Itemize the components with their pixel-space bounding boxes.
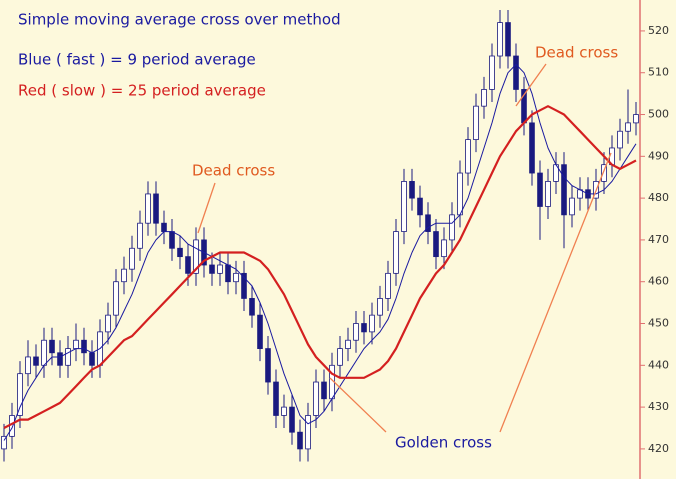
candle-body xyxy=(561,164,567,216)
candle-body xyxy=(41,339,47,366)
candle-body xyxy=(129,247,135,270)
candle-body xyxy=(497,22,503,57)
candle-body xyxy=(441,239,447,258)
annotation-label: Golden cross xyxy=(395,434,492,452)
candle-body xyxy=(345,339,351,349)
moving-average-line xyxy=(3,63,637,441)
candle-body xyxy=(257,314,263,349)
y-tick-label: 450 xyxy=(648,317,669,330)
candle-body xyxy=(217,264,223,274)
y-tick-label: 520 xyxy=(648,24,669,37)
y-tick-label: 440 xyxy=(648,358,669,371)
y-tick-label: 460 xyxy=(648,275,669,288)
candle-body xyxy=(473,105,479,141)
candle-body xyxy=(633,114,639,124)
candle-body xyxy=(505,22,511,57)
candle-body xyxy=(153,193,159,224)
candle-body xyxy=(121,268,127,283)
annotation-label: Dead cross xyxy=(192,162,275,180)
candle-body xyxy=(529,122,535,174)
candle-body xyxy=(137,222,143,249)
moving-average-line xyxy=(3,105,637,429)
candle-body xyxy=(273,381,279,416)
candle-body xyxy=(185,256,191,274)
candle-body xyxy=(33,356,39,366)
candle-body xyxy=(249,298,255,316)
candle-body xyxy=(457,172,463,216)
candle-body xyxy=(169,231,175,249)
candle-body xyxy=(385,272,391,299)
candle-body xyxy=(377,298,383,316)
chart-title: Simple moving average cross over method xyxy=(18,11,341,29)
y-tick-label: 490 xyxy=(648,149,669,162)
candle-body xyxy=(105,314,111,333)
candle-body xyxy=(321,381,327,400)
candle-body xyxy=(353,323,359,341)
candle-body xyxy=(393,231,399,274)
candle-body xyxy=(193,239,199,274)
candle-body xyxy=(17,373,23,416)
candle-body xyxy=(401,181,407,232)
annotation-pointer xyxy=(329,377,387,433)
annotation-pointer xyxy=(197,182,216,234)
candle-body xyxy=(177,247,183,258)
legend-entry: Blue ( fast ) = 9 period average xyxy=(18,51,256,69)
candle-body xyxy=(537,172,543,207)
candle-body xyxy=(305,415,311,450)
candle-body xyxy=(417,197,423,216)
candle-body xyxy=(361,323,367,333)
candle-body xyxy=(481,89,487,107)
candle-body xyxy=(337,348,343,366)
candle-body xyxy=(161,222,167,232)
candle-body xyxy=(281,406,287,416)
candle-body xyxy=(25,356,31,375)
candle-body xyxy=(81,339,87,354)
annotation-label: Dead cross xyxy=(535,44,618,62)
candle-body xyxy=(409,181,415,199)
candle-body xyxy=(89,352,95,366)
y-tick-label: 470 xyxy=(648,233,669,246)
candle-body xyxy=(57,352,63,366)
candle-body xyxy=(625,122,631,132)
y-tick-label: 480 xyxy=(648,191,669,204)
candle-body xyxy=(313,381,319,416)
candle-body xyxy=(433,231,439,258)
y-tick-label: 510 xyxy=(648,66,669,79)
candle-body xyxy=(241,272,247,299)
candle-body xyxy=(465,139,471,174)
y-tick-label: 500 xyxy=(648,108,669,121)
candle-body xyxy=(265,348,271,383)
candle-body xyxy=(1,435,7,450)
candle-body xyxy=(545,181,551,207)
candle-body xyxy=(425,214,431,232)
candle-body xyxy=(369,314,375,333)
y-tick-label: 430 xyxy=(648,400,669,413)
candle-body xyxy=(489,55,495,90)
candle-body xyxy=(145,193,151,224)
candle-body xyxy=(209,264,215,274)
candle-body xyxy=(449,214,455,241)
candle-body xyxy=(225,264,231,283)
candle-body xyxy=(65,348,71,366)
candle-body xyxy=(569,197,575,216)
legend-entry: Red ( slow ) = 25 period average xyxy=(18,82,266,100)
annotation-pointer xyxy=(499,152,612,433)
candle-body xyxy=(297,431,303,450)
candle-body xyxy=(617,130,623,149)
candle-body xyxy=(289,406,295,433)
y-tick-label: 420 xyxy=(648,442,669,455)
candle-body xyxy=(49,339,55,354)
candle-body xyxy=(73,339,79,349)
annotation-pointer xyxy=(515,63,547,107)
candle-body xyxy=(601,164,607,182)
candle-body xyxy=(233,272,239,283)
candle-body xyxy=(513,55,519,90)
candle-body xyxy=(113,281,119,316)
